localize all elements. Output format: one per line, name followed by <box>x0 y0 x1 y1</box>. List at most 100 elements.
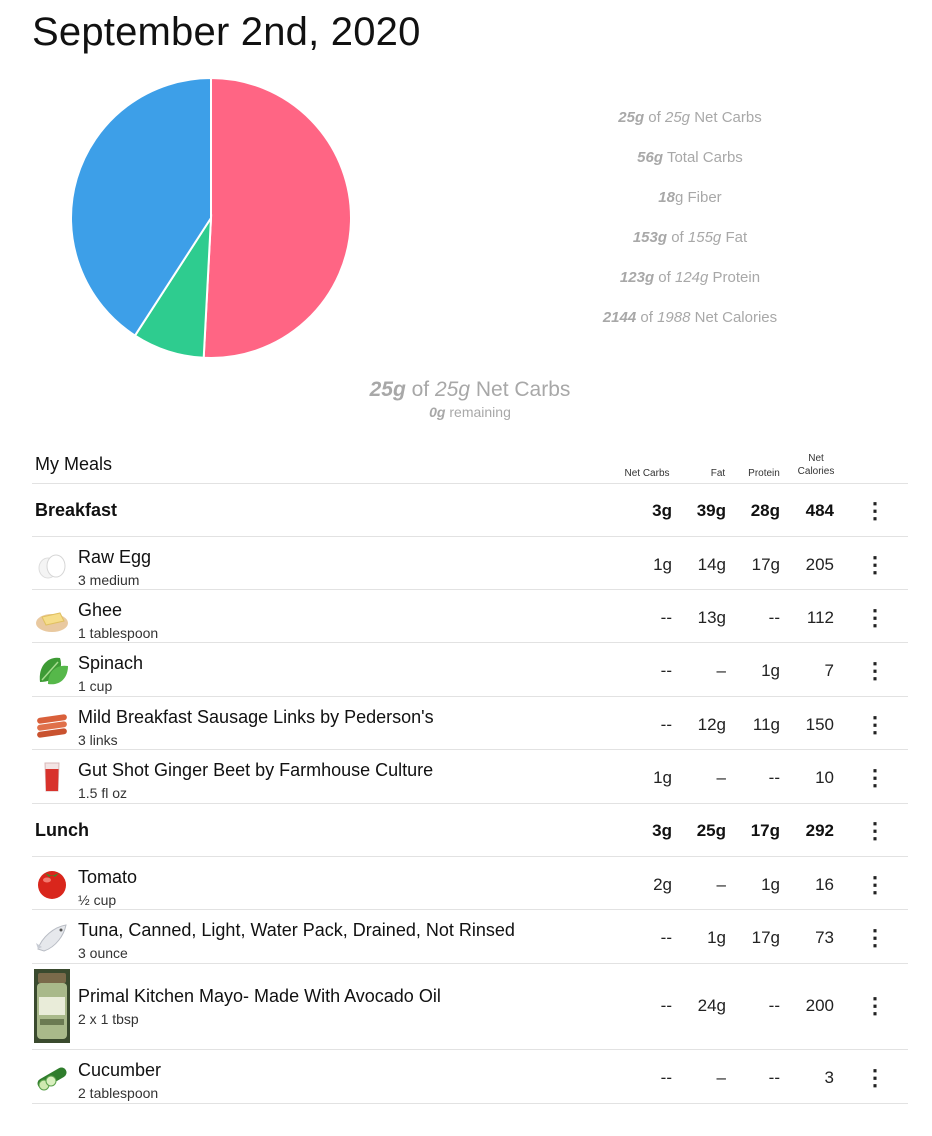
meals-header: My Meals Net Carbs Fat Protein Net Calor… <box>32 448 908 484</box>
summary-fiber: 18g Fiber <box>658 189 722 206</box>
food-net-carbs: -- <box>660 608 672 627</box>
col-protein: Protein <box>748 468 780 479</box>
summary-protein: 123g of 124g Protein <box>619 269 761 286</box>
meals-title: My Meals <box>35 454 113 474</box>
food-row-mayo[interactable]: Primal Kitchen Mayo- Made With Avocado O… <box>32 964 908 1050</box>
food-name: Mild Breakfast Sausage Links by Pederson… <box>78 707 434 727</box>
food-fat: – <box>716 875 726 894</box>
mayo-jar-photo <box>34 969 70 1043</box>
meal-protein: 28g <box>750 501 780 520</box>
food-calories: 200 <box>805 996 834 1015</box>
pie-slice-fat <box>202 77 352 359</box>
food-name: Ghee <box>78 600 123 620</box>
meal-row-breakfast[interactable]: Breakfast 3g 39g 28g 484 ⋮ <box>32 484 908 537</box>
food-net-carbs: -- <box>660 661 672 680</box>
food-row-tomato[interactable]: Tomato ½ cup 2g – 1g 16 ⋮ <box>32 857 908 910</box>
more-options-icon[interactable]: ⋮ <box>864 872 886 897</box>
more-options-icon[interactable]: ⋮ <box>864 818 886 843</box>
meal-net-carbs: 3g <box>652 501 672 520</box>
food-amount: 3 ounce <box>78 945 128 961</box>
food-amount: 1.5 fl oz <box>78 785 128 801</box>
sausage-icon <box>34 706 70 742</box>
food-calories: 73 <box>815 928 834 947</box>
more-options-icon[interactable]: ⋮ <box>864 552 886 577</box>
food-name: Tuna, Canned, Light, Water Pack, Drained… <box>78 920 515 940</box>
food-net-carbs: -- <box>660 996 672 1015</box>
food-row-spinach[interactable]: Spinach 1 cup -- – 1g 7 ⋮ <box>32 643 908 697</box>
food-row-raw-egg[interactable]: Raw Egg 3 medium 1g 14g 17g 205 ⋮ <box>32 537 908 590</box>
food-protein: -- <box>768 1068 780 1087</box>
meal-name: Breakfast <box>35 500 118 520</box>
food-protein: -- <box>768 608 780 627</box>
summary-net-carbs: 25g of 25g Net Carbs <box>618 109 762 126</box>
food-fat: – <box>716 661 726 680</box>
more-options-icon[interactable]: ⋮ <box>864 765 886 790</box>
food-calories: 7 <box>824 661 834 680</box>
food-protein: 11g <box>752 715 780 734</box>
food-row-gut-shot[interactable]: Gut Shot Ginger Beet by Farmhouse Cultur… <box>32 750 908 804</box>
food-amount: 2 x 1 tbsp <box>78 1011 139 1027</box>
more-options-icon[interactable]: ⋮ <box>864 993 886 1018</box>
food-name: Tomato <box>78 867 138 887</box>
food-calories: 205 <box>805 555 834 574</box>
cucumber-icon <box>34 1059 70 1095</box>
food-amount: 1 cup <box>78 678 113 694</box>
food-calories: 112 <box>806 608 834 627</box>
food-amount: 3 medium <box>78 572 140 588</box>
summary-total-carbs: 56g Total Carbs <box>637 149 743 166</box>
food-protein: 17g <box>751 555 780 574</box>
juice-glass-icon <box>34 759 70 795</box>
food-net-carbs: 2g <box>653 875 672 894</box>
food-fat: 1g <box>707 928 726 947</box>
more-options-icon[interactable]: ⋮ <box>864 712 886 737</box>
food-protein: -- <box>768 768 780 787</box>
food-calories: 3 <box>824 1068 834 1087</box>
food-net-carbs: 1g <box>653 768 672 787</box>
food-net-carbs: -- <box>660 928 672 947</box>
food-fat: 12g <box>697 715 726 734</box>
pie-slice-protein <box>70 77 212 337</box>
remaining-text: 0g remaining <box>429 404 511 420</box>
meal-calories: 484 <box>805 501 834 520</box>
food-net-carbs: -- <box>660 715 672 734</box>
food-row-sausage[interactable]: Mild Breakfast Sausage Links by Pederson… <box>32 697 908 750</box>
food-row-tuna[interactable]: Tuna, Canned, Light, Water Pack, Drained… <box>32 910 908 964</box>
meal-fat: 39g <box>696 501 726 520</box>
food-net-carbs: -- <box>660 1068 672 1087</box>
food-amount: 3 links <box>78 732 118 748</box>
more-options-icon[interactable]: ⋮ <box>864 1065 886 1090</box>
summary-fat: 153g of 155g Fat <box>632 229 748 246</box>
food-fat: 14g <box>697 555 726 574</box>
spinach-icon <box>34 652 70 688</box>
food-name: Cucumber <box>78 1060 162 1080</box>
macro-pie-chart <box>70 77 352 359</box>
more-options-icon[interactable]: ⋮ <box>864 925 886 950</box>
food-calories: 16 <box>815 875 834 894</box>
meal-fat: 25g <box>696 821 726 840</box>
more-options-icon[interactable]: ⋮ <box>864 498 886 523</box>
meal-calories: 292 <box>805 821 834 840</box>
meal-protein: 17g <box>750 821 780 840</box>
meal-net-carbs: 3g <box>652 821 672 840</box>
page-title: September 2nd, 2020 <box>32 10 421 54</box>
food-fat: – <box>716 1068 726 1087</box>
food-row-cucumber[interactable]: Cucumber 2 tablespoon -- – -- 3 ⋮ <box>32 1050 908 1104</box>
food-protein: -- <box>768 996 780 1015</box>
food-name: Raw Egg <box>78 547 152 567</box>
more-options-icon[interactable]: ⋮ <box>864 658 886 683</box>
meal-name: Lunch <box>35 820 89 840</box>
macro-summary: 25g of 25g Net Carbs 56g Total Carbs 18g… <box>540 107 840 347</box>
food-fat: 13g <box>697 608 726 627</box>
food-fat: 24g <box>697 996 726 1015</box>
ghee-icon <box>34 599 70 635</box>
food-fat: – <box>716 768 726 787</box>
pie-svg <box>70 77 352 359</box>
more-options-icon[interactable]: ⋮ <box>864 605 886 630</box>
food-protein: 1g <box>761 661 780 680</box>
food-protein: 1g <box>761 875 780 894</box>
food-calories: 10 <box>815 768 834 787</box>
summary-calories: 2144 of 1988 Net Calories <box>602 309 778 326</box>
food-name: Gut Shot Ginger Beet by Farmhouse Cultur… <box>78 760 434 780</box>
meal-row-lunch[interactable]: Lunch 3g 25g 17g 292 ⋮ <box>32 804 908 857</box>
food-row-ghee[interactable]: Ghee 1 tablespoon -- 13g -- 112 ⋮ <box>32 590 908 643</box>
